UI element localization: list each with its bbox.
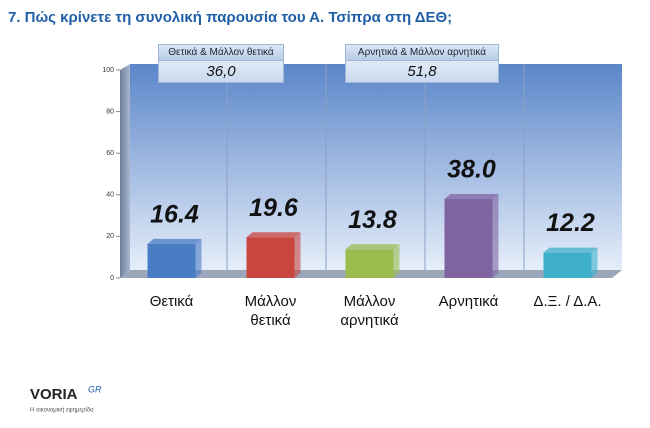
chart-title: 7. Πώς κρίνετε τη συνολική παρουσία του … xyxy=(8,9,452,26)
value-label: 19.6 xyxy=(249,194,299,222)
bar-top xyxy=(345,244,400,250)
x-tick-label: Αρνητικά xyxy=(438,293,499,310)
bar-top xyxy=(246,232,301,238)
bar xyxy=(444,198,493,278)
x-tick-label: Μάλλον αρνητικά xyxy=(340,293,399,329)
logo-tagline: Η οικονομική εφημερίδα xyxy=(30,407,94,414)
x-tick-label: Δ.Ξ. / Δ.Α. xyxy=(533,293,602,310)
value-label: 16.4 xyxy=(150,200,199,228)
bar-side xyxy=(492,193,499,278)
annotation-title: Θετικά & Μάλλον θετικά xyxy=(159,45,283,61)
value-label: 13.8 xyxy=(348,206,397,234)
bar xyxy=(246,237,295,278)
y-tick-label: 80 xyxy=(106,108,114,115)
y-tick-label: 0 xyxy=(110,275,114,282)
value-label: 38.0 xyxy=(447,156,496,184)
bar xyxy=(345,249,394,278)
annotation-box: Αρνητικά & Μάλλον αρνητικά 51,8 xyxy=(345,44,499,83)
y-tick-label: 20 xyxy=(106,233,114,240)
bar-top xyxy=(147,238,202,244)
bar-top xyxy=(444,193,499,199)
logo-name: VORIA xyxy=(30,386,78,403)
bar-side xyxy=(591,247,598,278)
bar-side xyxy=(294,232,301,278)
bar xyxy=(543,252,592,278)
annotation-title: Αρνητικά & Μάλλον αρνητικά xyxy=(346,45,498,61)
logo-suffix: GR xyxy=(88,384,102,394)
bar-top xyxy=(543,247,598,253)
bar-side xyxy=(393,244,400,278)
bar xyxy=(147,243,196,278)
y-tick-label: 100 xyxy=(102,67,114,74)
y-tick-label: 60 xyxy=(106,150,114,157)
x-tick-label: Μάλλον θετικά xyxy=(244,293,297,329)
y-tick-label: 40 xyxy=(106,192,114,199)
x-tick-label: Θετικά xyxy=(149,293,194,310)
plot-background xyxy=(130,64,622,270)
annotation-box: Θετικά & Μάλλον θετικά 36,0 xyxy=(158,44,284,83)
annotation-value: 36,0 xyxy=(206,63,236,80)
side-wall xyxy=(120,64,130,278)
annotation-value: 51,8 xyxy=(407,63,437,80)
bar-side xyxy=(195,238,202,278)
value-label: 12.2 xyxy=(546,209,595,237)
